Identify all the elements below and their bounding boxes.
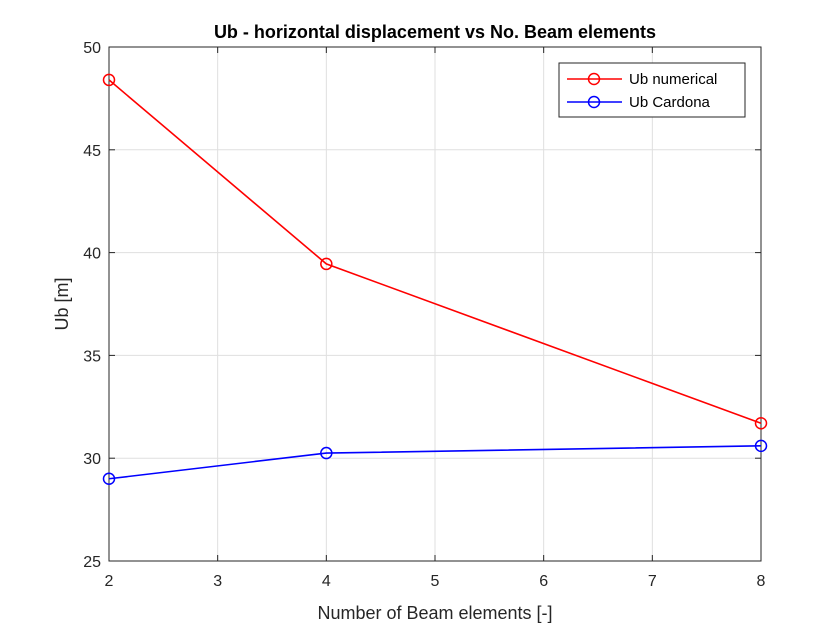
data-point: [320, 257, 333, 271]
x-tick-label: 5: [431, 573, 440, 590]
series-1: [102, 73, 768, 430]
legend-label: Ub Cardona: [629, 94, 711, 111]
legend-box: [558, 62, 746, 118]
legend-marker: [587, 95, 601, 109]
legend-label: Ub numerical: [629, 71, 717, 88]
y-tick-label: 30: [83, 451, 101, 468]
legend-marker: [587, 72, 601, 86]
y-axis-label: Ub [m]: [52, 277, 72, 330]
data-point: [102, 73, 116, 87]
legend: Ub numerical Ub Cardona: [558, 62, 746, 118]
x-tick-label: 2: [105, 573, 114, 590]
x-axis-label: Number of Beam elements [-]: [317, 603, 552, 623]
legend-item: Ub Cardona: [567, 94, 711, 111]
series-2: [102, 439, 768, 486]
data-point: [320, 446, 333, 460]
data-point: [754, 416, 768, 430]
series: [102, 73, 768, 486]
x-tick-label: 7: [648, 573, 657, 590]
x-tick-label: 8: [757, 573, 766, 590]
y-tick-label: 45: [83, 143, 101, 160]
y-tick-label: 35: [83, 348, 101, 365]
data-point: [102, 472, 116, 486]
data-point: [754, 439, 768, 453]
y-tick-label: 25: [83, 554, 101, 571]
series-line: [108, 445, 762, 480]
x-tick-label: 6: [539, 573, 548, 590]
x-tick-label: 4: [322, 573, 331, 590]
series-line: [108, 79, 762, 425]
y-tick-label: 50: [83, 40, 101, 57]
legend-item: Ub numerical: [567, 71, 717, 88]
x-tick-label: 3: [213, 573, 222, 590]
chart-title: Ub - horizontal displacement vs No. Beam…: [214, 22, 656, 42]
y-tick-label: 40: [83, 246, 101, 263]
